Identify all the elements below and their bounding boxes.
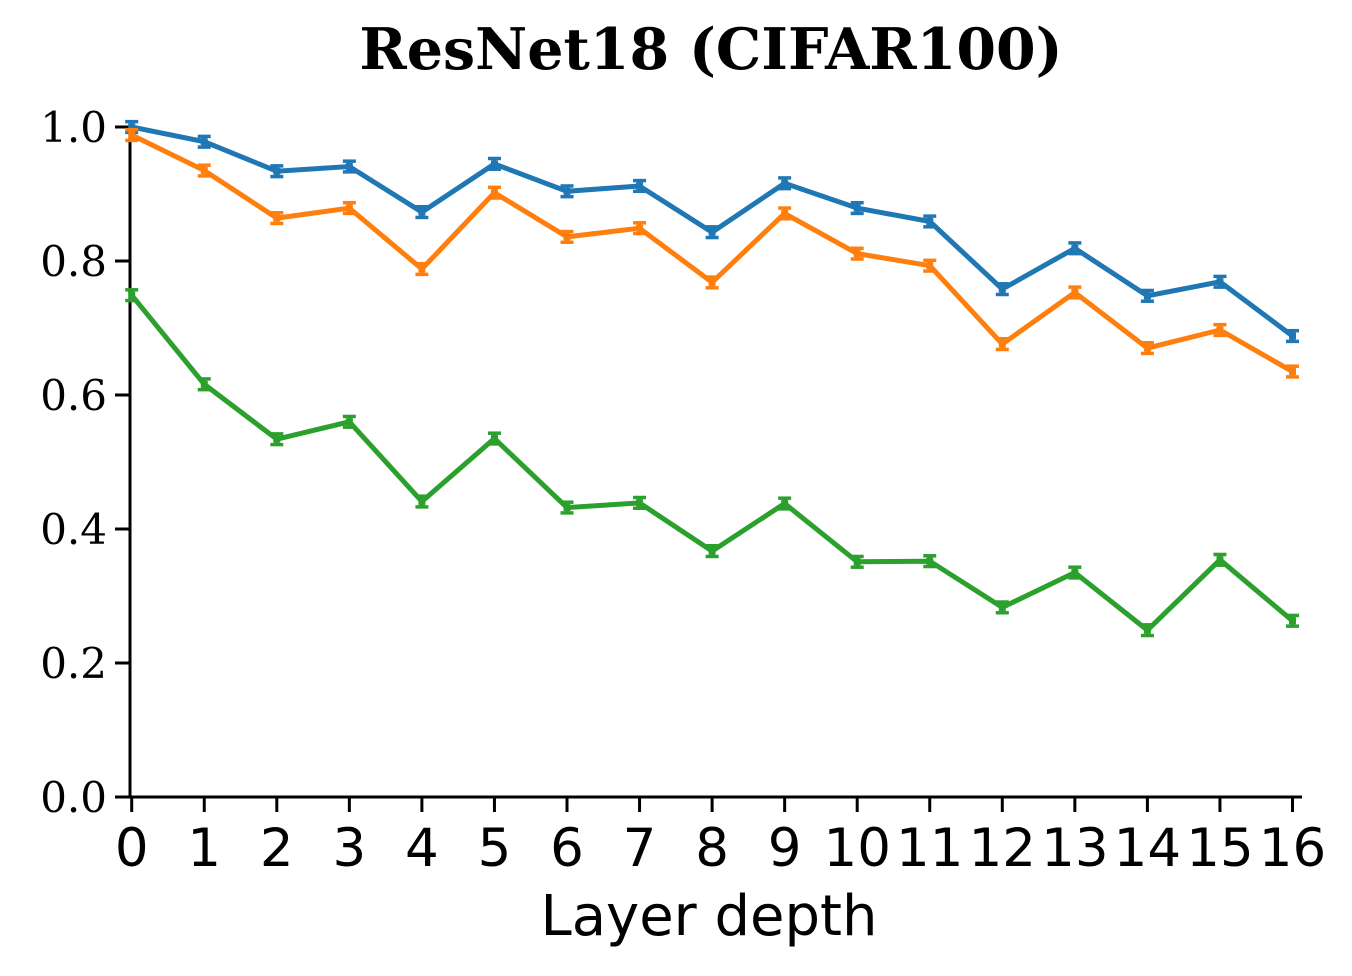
orange-series-data-point-marker — [418, 265, 426, 273]
green-series-data-point-marker — [1289, 617, 1296, 625]
y-tick-label: 0.2 — [40, 639, 107, 688]
x-tick-label: 16 — [1259, 818, 1326, 879]
green-series-data-point-marker — [273, 435, 281, 443]
blue-series-data-point-marker — [853, 204, 861, 212]
blue-series-data-point-marker — [1289, 332, 1296, 340]
x-tick-label: 0 — [115, 818, 149, 879]
x-tick-label: 14 — [1114, 818, 1181, 879]
orange-series-data-point-marker — [926, 262, 934, 270]
orange-series-data-point-marker — [1289, 368, 1296, 376]
blue-series-data-point-marker — [345, 163, 353, 171]
y-tick-label: 0.0 — [40, 773, 107, 822]
x-tick-label: 1 — [187, 818, 221, 879]
blue-series-data-point-marker — [128, 123, 136, 131]
x-tick-label: 4 — [405, 818, 439, 879]
x-tick-label: 8 — [695, 818, 729, 879]
orange-series-data-point-marker — [1143, 344, 1151, 352]
x-tick-label: 10 — [823, 818, 890, 879]
x-tick-label: 6 — [550, 818, 584, 879]
x-tick-label: 9 — [768, 818, 802, 879]
green-series-data-point-marker — [781, 500, 789, 508]
orange-series-data-point-marker — [1071, 288, 1079, 296]
x-tick-label: 5 — [478, 818, 512, 879]
orange-series-data-point-marker — [998, 340, 1006, 348]
orange-series-data-point-marker — [708, 278, 716, 286]
green-series-data-point-marker — [853, 558, 861, 566]
blue-series-data-point-marker — [926, 217, 934, 225]
chart-title: ResNet18 (CIFAR100) — [359, 16, 1063, 83]
green-series-data-point-marker — [345, 418, 353, 426]
orange-series-data-point-marker — [490, 189, 498, 197]
x-tick-label: 7 — [623, 818, 657, 879]
orange-series-data-point-marker — [1216, 326, 1224, 334]
green-series-data-point-marker — [1071, 569, 1079, 577]
y-tick-label: 0.8 — [40, 237, 107, 286]
blue-series-data-point-marker — [1216, 278, 1224, 286]
x-tick-label: 2 — [260, 818, 294, 879]
green-series-data-point-marker — [490, 435, 498, 443]
green-series-data-point-marker — [1143, 626, 1151, 634]
blue-series-data-point-marker — [418, 208, 426, 216]
y-tick-label: 0.6 — [40, 371, 107, 420]
y-tick-label: 1.0 — [40, 103, 107, 152]
x-tick-label: 11 — [896, 818, 963, 879]
x-tick-label: 13 — [1041, 818, 1108, 879]
y-tick-label: 0.4 — [40, 505, 107, 554]
blue-series-data-point-marker — [1071, 244, 1079, 252]
green-series-data-point-marker — [708, 547, 716, 555]
orange-series-data-point-marker — [345, 204, 353, 212]
x-tick-label: 3 — [332, 818, 366, 879]
blue-series-data-point-marker — [200, 138, 208, 146]
green-series-data-point-marker — [1216, 556, 1224, 564]
blue-series-data-point-marker — [998, 285, 1006, 293]
green-series-data-point-marker — [563, 504, 571, 512]
blue-series-data-point-marker — [273, 167, 281, 175]
orange-series-data-point-marker — [636, 224, 644, 232]
green-series-line — [129, 293, 1295, 634]
x-tick-label: 12 — [969, 818, 1036, 879]
orange-series-data-point-marker — [273, 214, 281, 222]
x-tick-label: 15 — [1186, 818, 1253, 879]
orange-series-data-point-marker — [128, 131, 136, 139]
orange-series-data-point-marker — [200, 167, 208, 175]
green-series-data-point-marker — [418, 498, 426, 506]
green-series-data-point-marker — [636, 499, 644, 507]
orange-series-data-point-marker — [781, 209, 789, 217]
green-series-data-point-marker — [926, 557, 934, 565]
x-axis-label: Layer depth — [540, 884, 878, 949]
green-series-data-point-marker — [128, 291, 136, 299]
green-series-data-point-marker — [200, 380, 208, 388]
blue-series-data-point-marker — [563, 187, 571, 195]
blue-series-data-point-marker — [636, 182, 644, 190]
orange-series-data-point-marker — [853, 250, 861, 258]
blue-series-data-point-marker — [708, 228, 716, 236]
orange-series-data-point-marker — [563, 233, 571, 241]
green-series-data-point-marker — [998, 603, 1006, 611]
blue-series-data-point-marker — [781, 179, 789, 187]
blue-series-data-point-marker — [1143, 292, 1151, 300]
blue-series-data-point-marker — [490, 160, 498, 168]
